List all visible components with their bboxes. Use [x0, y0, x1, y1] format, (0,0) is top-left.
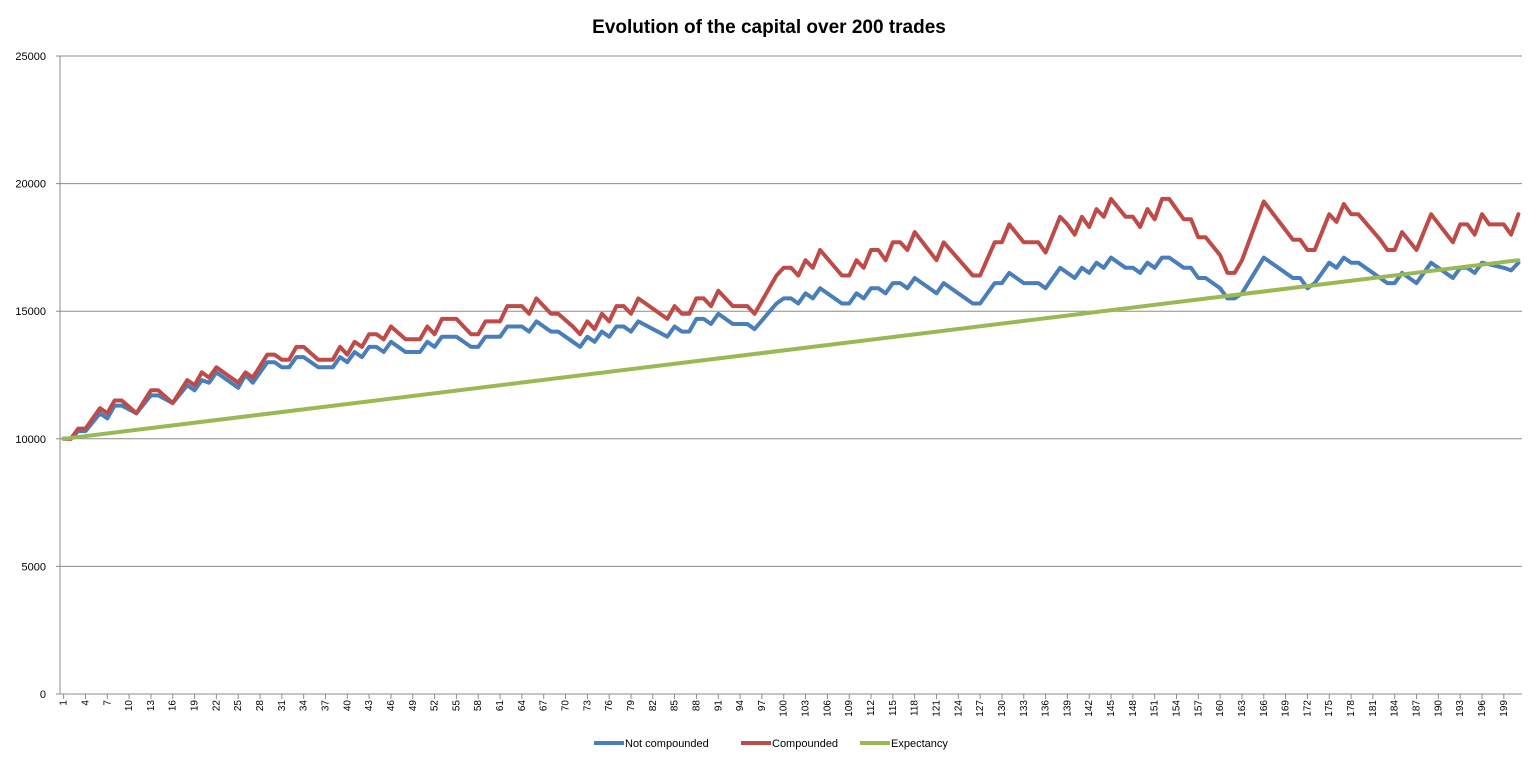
- x-tick-label: 175: [1324, 700, 1335, 717]
- x-tick-label: 112: [866, 700, 877, 716]
- x-tick-label: 58: [473, 700, 484, 712]
- y-tick-label: 20000: [15, 179, 46, 191]
- x-tick-label: 106: [822, 700, 833, 717]
- legend-label: Expectancy: [891, 738, 948, 750]
- y-tick-label: 25000: [15, 51, 46, 63]
- x-tick-label: 73: [582, 700, 593, 712]
- x-tick-label: 28: [255, 700, 266, 712]
- x-tick-label: 25: [233, 700, 244, 712]
- x-tick-label: 52: [430, 700, 441, 712]
- x-tick-label: 190: [1433, 700, 1444, 717]
- x-tick-label: 1: [59, 700, 70, 706]
- x-tick-label: 196: [1477, 700, 1488, 717]
- x-tick-label: 187: [1412, 700, 1423, 717]
- x-tick-label: 130: [997, 700, 1008, 717]
- legend-label: Compounded: [772, 738, 838, 750]
- x-tick-label: 67: [539, 700, 550, 712]
- x-tick-label: 40: [342, 700, 353, 712]
- x-tick-label: 136: [1041, 700, 1052, 717]
- x-tick-label: 79: [626, 700, 637, 712]
- x-tick-label: 157: [1193, 700, 1204, 717]
- x-tick-label: 133: [1019, 700, 1030, 717]
- x-tick-label: 148: [1128, 700, 1139, 717]
- x-tick-label: 37: [320, 700, 331, 712]
- x-tick-label: 151: [1150, 700, 1161, 717]
- x-tick-label: 16: [168, 700, 179, 712]
- x-tick-label: 100: [779, 700, 790, 717]
- axes: [56, 55, 1522, 699]
- x-tick-label: 163: [1237, 700, 1248, 717]
- x-tick-label: 43: [364, 700, 375, 712]
- x-tick-label: 7: [102, 700, 113, 706]
- x-tick-label: 139: [1062, 700, 1073, 717]
- grid-lines: [60, 55, 1522, 567]
- x-tick-label: 91: [713, 700, 724, 712]
- x-tick-label: 55: [451, 700, 462, 712]
- series-line-compounded: [61, 196, 1521, 441]
- x-tick-label: 118: [910, 700, 921, 716]
- x-tick-label: 61: [495, 700, 506, 712]
- x-tick-label: 160: [1215, 700, 1226, 717]
- y-tick-labels: 0 5000 10000 15000 20000 25000: [15, 51, 46, 701]
- x-tick-label: 199: [1499, 700, 1510, 717]
- x-tick-label: 97: [757, 700, 768, 712]
- y-tick-label: 0: [40, 689, 46, 701]
- x-tick-label: 76: [604, 700, 615, 712]
- x-tick-label: 124: [953, 700, 964, 717]
- chart-title: Evolution of the capital over 200 trades: [592, 17, 946, 38]
- x-tick-label: 82: [648, 700, 659, 712]
- x-tick-label: 193: [1455, 700, 1466, 717]
- series-line-expectancy: [61, 258, 1521, 441]
- x-tick-label: 94: [735, 700, 746, 712]
- y-tick-label: 15000: [15, 306, 46, 318]
- x-tick-label: 85: [670, 700, 681, 712]
- x-tick-label: 103: [801, 700, 812, 717]
- x-tick-label: 184: [1390, 700, 1401, 717]
- x-tick-label: 166: [1259, 700, 1270, 717]
- x-tick-label: 115: [888, 700, 899, 716]
- x-tick-label: 70: [561, 700, 572, 712]
- x-tick-label: 49: [408, 700, 419, 712]
- x-tick-label: 19: [190, 700, 201, 712]
- x-tick-label: 31: [277, 700, 288, 712]
- y-tick-label: 5000: [22, 561, 46, 573]
- x-tick-label: 181: [1368, 700, 1379, 717]
- x-tick-label: 4: [80, 700, 91, 706]
- x-tick-label: 154: [1172, 700, 1183, 717]
- x-tick-label: 169: [1281, 700, 1292, 717]
- legend: Not compounded Compounded Expectancy: [594, 738, 948, 750]
- x-tick-label: 145: [1106, 700, 1117, 717]
- x-tick-label: 121: [931, 700, 942, 717]
- y-tick-label: 10000: [15, 434, 46, 446]
- x-tick-label: 13: [146, 700, 157, 712]
- legend-label: Not compounded: [625, 738, 709, 750]
- x-tick-labels: 1 4 7 10 13 16 19 22 25 28 31 34 37 40 43 46 49 52 55 58 61 6…: [59, 700, 1510, 717]
- x-tick-label: 178: [1346, 700, 1357, 717]
- x-tick-label: 34: [299, 700, 310, 712]
- x-tick-label: 46: [386, 700, 397, 712]
- x-tick-label: 22: [211, 700, 222, 712]
- x-tick-label: 64: [517, 700, 528, 712]
- x-tick-label: 10: [124, 700, 135, 712]
- x-tick-label: 109: [844, 700, 855, 717]
- x-tick-label: 142: [1084, 700, 1095, 717]
- series-lines: [61, 196, 1521, 441]
- x-tick-label: 127: [975, 700, 986, 717]
- x-tick-label: 88: [691, 700, 702, 712]
- x-tick-label: 172: [1302, 700, 1313, 717]
